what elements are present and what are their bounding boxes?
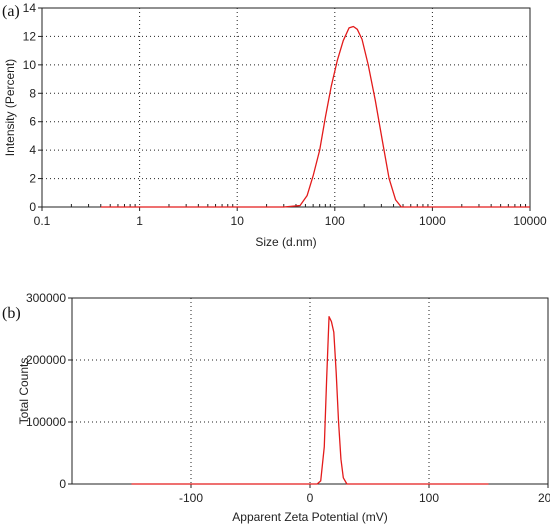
y-axis-title: Intensity (Percent) — [3, 59, 17, 156]
x-tick-label: 100 — [325, 214, 345, 228]
x-tick-label: 0 — [307, 491, 314, 505]
series-line — [131, 315, 489, 485]
y-tick-label: 2 — [29, 172, 36, 186]
y-tick-label: 100000 — [26, 415, 66, 429]
y-axis-title: Total Counts — [17, 358, 31, 425]
x-tick-label: 10 — [231, 214, 245, 228]
y-tick-label: 10 — [23, 58, 37, 72]
y-tick-label: 4 — [29, 143, 36, 157]
y-tick-label: 300000 — [26, 291, 66, 305]
y-tick-label: 200000 — [26, 353, 66, 367]
x-axis-title: Size (d.nm) — [255, 235, 316, 249]
y-tick-label: 8 — [29, 86, 36, 100]
y-tick-label: 12 — [23, 29, 37, 43]
x-axis-title: Apparent Zeta Potential (mV) — [232, 510, 387, 524]
y-tick-label: 0 — [29, 200, 36, 214]
x-tick-label: 100 — [419, 491, 439, 505]
x-tick-label: 200 — [538, 491, 550, 505]
y-tick-label: 0 — [59, 477, 66, 491]
x-tick-label: 1000 — [419, 214, 446, 228]
panel-label: (a) — [2, 3, 20, 20]
panel-label: (b) — [2, 305, 21, 322]
series-line — [100, 25, 530, 208]
y-tick-label: 6 — [29, 115, 36, 129]
x-tick-label: 1 — [136, 214, 143, 228]
x-tick-label: 0.1 — [34, 214, 51, 228]
plot-frame — [41, 7, 531, 208]
x-tick-label: 10000 — [513, 214, 547, 228]
y-tick-label: 14 — [23, 1, 37, 15]
x-tick-label: -100 — [179, 491, 203, 505]
chart-panel-a: (a) 0.1 1 10 100 1000 10000 0 2 4 6 8 10 12 14 Size (d.… — [2, 1, 547, 249]
chart-panel-b: (b) -100 0 100 200 0 100000 200000 300000 Apparen… — [2, 291, 550, 524]
